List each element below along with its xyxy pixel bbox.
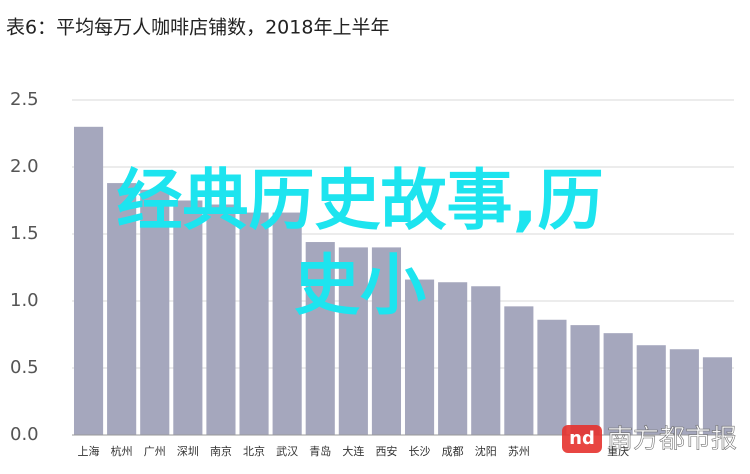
bar xyxy=(669,349,699,435)
bar xyxy=(140,189,170,435)
x-tick-label: 大连 xyxy=(342,444,364,458)
bar xyxy=(636,345,666,435)
bar xyxy=(702,357,733,435)
watermark-logo: nd xyxy=(569,428,595,449)
bar xyxy=(438,282,468,435)
y-tick-label: 1.5 xyxy=(10,223,39,244)
y-tick-label: 2.0 xyxy=(10,156,39,177)
bar xyxy=(107,183,137,435)
y-tick-label: 1.0 xyxy=(10,290,39,311)
bar xyxy=(570,325,600,435)
y-tick-label: 2.5 xyxy=(10,89,39,110)
x-tick-label: 武汉 xyxy=(276,445,298,458)
x-tick-label: 长沙 xyxy=(409,445,431,458)
x-tick-label: 南京 xyxy=(210,444,232,458)
x-tick-label: 成都 xyxy=(442,445,464,458)
y-tick-label: 0.0 xyxy=(10,424,39,445)
x-tick-label: 沈阳 xyxy=(475,444,497,458)
x-tick-label: 西安 xyxy=(375,444,397,458)
bar xyxy=(239,212,269,435)
x-tick-label: 青岛 xyxy=(309,444,331,458)
x-tick-label: 广州 xyxy=(144,445,166,458)
x-tick-label: 重庆 xyxy=(607,444,629,458)
bar xyxy=(272,212,302,435)
x-tick-label: 杭州 xyxy=(111,444,133,458)
overlay-text: 史小 xyxy=(294,247,426,324)
y-tick-label: 0.5 xyxy=(10,357,39,378)
x-tick-label: 上海 xyxy=(78,444,100,458)
x-tick-label: 深圳 xyxy=(177,445,199,458)
chart-title: 表6：平均每万人咖啡店铺数，2018年上半年 xyxy=(6,17,389,39)
bar xyxy=(73,126,104,436)
bar xyxy=(471,286,501,435)
watermark-text: 南方都市报 xyxy=(607,425,737,455)
bar xyxy=(371,247,402,435)
watermark-logo-bg xyxy=(562,425,602,453)
bar xyxy=(305,242,335,435)
bar xyxy=(206,204,236,435)
x-tick-label: 苏州 xyxy=(508,445,530,458)
bar xyxy=(537,319,567,435)
bar xyxy=(504,306,534,435)
x-tick-label: 北京 xyxy=(243,444,265,458)
bar xyxy=(603,333,633,435)
bar xyxy=(338,247,368,435)
bar xyxy=(404,279,435,435)
overlay-text: 经典历史故事,历 xyxy=(116,162,603,239)
bar xyxy=(173,200,203,435)
